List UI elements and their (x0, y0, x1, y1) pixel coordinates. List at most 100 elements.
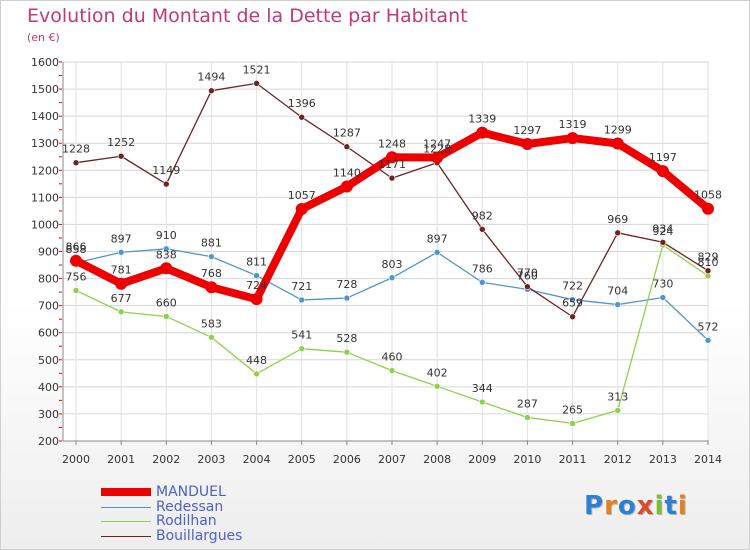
legend-swatch-bouillargues (101, 535, 151, 537)
data-point-bouillargues (569, 313, 576, 321)
logo-letter: o (617, 491, 637, 521)
data-label-bouillargues: 1228 (62, 143, 90, 156)
data-label-rodilhan: 660 (156, 296, 177, 309)
logo-letter: r (604, 491, 618, 521)
x-tick-label: 2002 (152, 453, 180, 466)
data-point-redessan (343, 294, 351, 302)
data-point-manduel (386, 151, 398, 164)
data-label-bouillargues: 1521 (243, 63, 271, 76)
data-point-redessan (253, 272, 260, 279)
data-point-rodilhan (433, 383, 441, 390)
data-point-manduel (521, 138, 534, 151)
data-label-bouillargues: 770 (517, 267, 538, 280)
data-label-rodilhan: 924 (652, 225, 673, 238)
data-point-redessan (704, 336, 712, 344)
data-point-bouillargues (117, 152, 125, 160)
data-point-rodilhan (388, 367, 396, 374)
data-point-manduel (476, 126, 489, 139)
y-tick-label: 400 (38, 381, 59, 394)
data-point-bouillargues (478, 226, 486, 233)
data-point-manduel (431, 151, 444, 164)
data-label-bouillargues: 969 (607, 213, 628, 226)
y-tick-label: 900 (38, 246, 59, 259)
y-tick-label: 800 (38, 273, 59, 286)
data-point-bouillargues (298, 113, 306, 121)
data-point-redessan (569, 296, 576, 303)
data-label-rodilhan: 541 (291, 329, 312, 342)
data-label-rodilhan: 402 (427, 366, 448, 379)
data-point-bouillargues (614, 229, 622, 237)
data-point-manduel (115, 277, 128, 290)
data-label-manduel: 1197 (649, 151, 677, 164)
data-label-redessan: 721 (291, 280, 312, 293)
y-tick-label: 200 (38, 435, 59, 448)
data-label-manduel: 724 (246, 279, 267, 292)
logo-letter: i (654, 491, 665, 521)
x-tick-label: 2010 (513, 453, 541, 466)
data-label-rodilhan: 448 (246, 354, 267, 367)
data-label-redessan: 728 (336, 278, 357, 291)
data-label-redessan: 572 (698, 320, 719, 333)
data-label-redessan: 730 (652, 278, 673, 291)
data-point-bouillargues (659, 238, 667, 246)
data-label-bouillargues: 934 (652, 222, 673, 235)
data-label-rodilhan: 528 (336, 332, 357, 345)
data-label-manduel: 1140 (333, 167, 361, 180)
logo-letter: i (677, 491, 688, 521)
y-tick-label: 1400 (31, 110, 59, 123)
data-point-rodilhan (162, 313, 170, 320)
data-point-rodilhan (524, 414, 531, 421)
x-tick-label: 2009 (468, 453, 496, 466)
data-label-bouillargues: 1149 (152, 164, 180, 177)
data-point-rodilhan (117, 308, 125, 316)
data-label-bouillargues: 1171 (378, 158, 406, 171)
data-label-redessan: 858 (66, 243, 87, 256)
data-label-rodilhan: 265 (562, 403, 583, 416)
data-point-rodilhan (343, 348, 351, 356)
y-tick-label: 700 (38, 300, 59, 313)
data-label-rodilhan: 583 (201, 317, 222, 330)
x-tick-label: 2000 (62, 453, 90, 466)
x-tick-label: 2012 (604, 453, 632, 466)
data-label-redessan: 704 (607, 285, 628, 298)
data-label-redessan: 786 (472, 262, 493, 275)
legend-item-bouillargues: Bouillargues (101, 527, 361, 545)
data-point-redessan (162, 245, 170, 253)
data-point-rodilhan (298, 345, 306, 352)
data-label-manduel: 866 (66, 241, 87, 254)
data-label-redessan: 803 (382, 258, 403, 271)
data-label-rodilhan: 460 (382, 351, 403, 364)
legend-item-rodilhan: Rodilhan (101, 513, 361, 530)
data-label-manduel: 1248 (378, 137, 406, 150)
x-tick-label: 2001 (107, 453, 135, 466)
data-point-manduel (160, 262, 173, 275)
data-point-rodilhan (478, 398, 486, 406)
chart-legend: MANDUEL Redessan Rodilhan Bouillargues (101, 484, 361, 545)
y-tick-label: 1000 (31, 218, 59, 231)
data-label-bouillargues: 1396 (288, 97, 316, 110)
logo-letter: t (664, 491, 678, 521)
legend-label-bouillargues: Bouillargues (156, 527, 243, 544)
y-tick-label: 300 (38, 408, 59, 421)
data-point-bouillargues (343, 143, 351, 151)
legend-swatch-manduel (101, 488, 151, 496)
x-tick-label: 2003 (197, 453, 225, 466)
x-tick-label: 2006 (333, 453, 361, 466)
data-label-redessan: 722 (562, 280, 583, 293)
x-tick-label: 2008 (423, 453, 451, 466)
data-label-redessan: 760 (517, 269, 538, 282)
x-tick-label: 2011 (559, 453, 587, 466)
data-label-manduel: 1299 (604, 123, 632, 136)
legend-swatch-rodilhan (101, 521, 151, 522)
y-tick-label: 600 (38, 327, 59, 340)
data-label-bouillargues: 982 (472, 209, 493, 222)
data-label-manduel: 838 (156, 248, 177, 261)
data-point-bouillargues (524, 283, 531, 290)
data-label-redessan: 881 (201, 237, 222, 250)
legend-item-redessan: Redessan (101, 499, 361, 516)
data-point-manduel (656, 165, 669, 178)
x-tick-label: 2005 (288, 453, 316, 466)
y-tick-label: 1200 (31, 164, 59, 177)
